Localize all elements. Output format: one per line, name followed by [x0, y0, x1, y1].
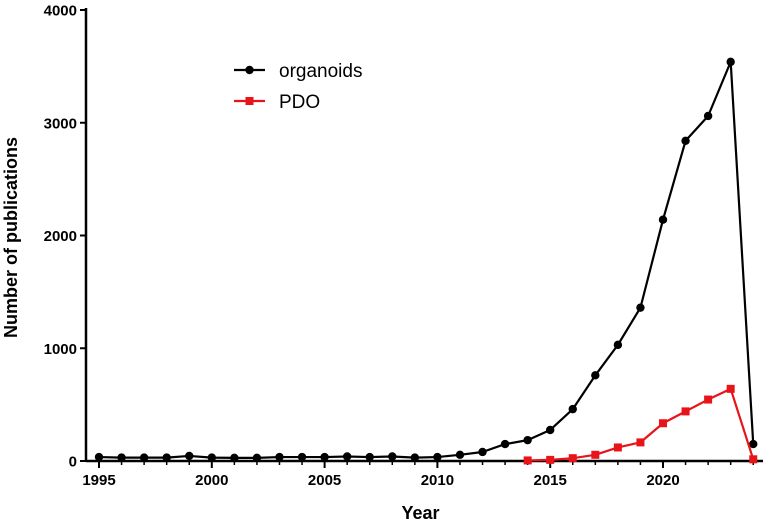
- y-tick-label-3000: 3000: [44, 115, 77, 132]
- point-pdo-2023: [726, 384, 735, 393]
- point-organoids-1999: [185, 451, 194, 461]
- x-tick-label-2020: 2020: [646, 472, 679, 489]
- x-tick-label-2015: 2015: [534, 472, 567, 489]
- point-organoids-2012: [478, 447, 487, 457]
- series-line-pdo: [527, 387, 755, 462]
- point-pdo-2019: [636, 438, 645, 447]
- point-organoids-2006: [342, 452, 352, 461]
- point-organoids-2000: [207, 453, 216, 462]
- point-organoids-2008: [388, 452, 397, 461]
- point-organoids-2023: [726, 57, 735, 67]
- point-organoids-2018: [613, 340, 623, 350]
- x-tick-label-2005: 2005: [308, 472, 341, 489]
- y-tick-label-0: 0: [69, 454, 77, 471]
- x-axis-title: Year: [401, 503, 439, 523]
- point-organoids-2001: [230, 453, 239, 463]
- legend-label-organoids: organoids: [279, 61, 362, 82]
- point-pdo-2022: [704, 395, 713, 404]
- point-organoids-2007: [365, 452, 374, 462]
- legend-item-pdo: PDO: [234, 92, 320, 113]
- point-pdo-2014: [523, 456, 532, 465]
- legend-item-organoids: organoids: [234, 61, 362, 82]
- point-organoids-2016: [568, 404, 577, 414]
- point-pdo-2021: [681, 407, 690, 416]
- point-organoids-2014: [523, 435, 532, 445]
- point-organoids-2005: [320, 452, 329, 462]
- y-tick-label-4000: 4000: [44, 3, 77, 20]
- point-organoids-2020: [658, 215, 668, 224]
- legend-marker-pdo: [245, 97, 254, 105]
- point-organoids-1998: [162, 453, 171, 462]
- point-organoids-2010: [433, 452, 442, 462]
- point-organoids-2004: [297, 452, 307, 462]
- y-axis-title: Number of publications: [1, 137, 21, 338]
- series-line-organoids: [98, 60, 755, 459]
- point-organoids-2013: [500, 439, 510, 449]
- point-organoids-2017: [591, 371, 600, 380]
- point-organoids-2002: [252, 453, 262, 463]
- point-organoids-1996: [117, 453, 126, 462]
- point-pdo-2020: [659, 419, 667, 428]
- x-tick-label-1995: 1995: [82, 472, 115, 489]
- series-pdo: [523, 384, 758, 465]
- point-organoids-2019: [636, 303, 645, 312]
- point-organoids-1997: [139, 453, 149, 462]
- point-pdo-2017: [591, 450, 600, 459]
- series-layer: [94, 57, 758, 465]
- legend-marker-organoids: [245, 65, 254, 75]
- x-tick-label-2010: 2010: [421, 472, 454, 489]
- y-tick-label-2000: 2000: [44, 228, 77, 245]
- point-pdo-2024: [749, 455, 758, 464]
- point-organoids-2009: [410, 453, 420, 462]
- legend-label-pdo: PDO: [279, 92, 320, 113]
- axes: 0 1000 2000 3000 4000 1995 2000 2005 2010 2015 202…: [44, 3, 763, 489]
- point-pdo-2016: [568, 454, 577, 463]
- point-organoids-1995: [94, 452, 104, 462]
- point-organoids-2015: [546, 425, 555, 435]
- point-organoids-2021: [681, 136, 690, 145]
- series-organoids: [94, 57, 758, 463]
- legend: organoids PDO: [234, 61, 362, 113]
- point-organoids-2011: [455, 450, 465, 459]
- point-organoids-2024: [749, 439, 758, 449]
- point-pdo-2018: [613, 443, 622, 452]
- y-tick-label-1000: 1000: [44, 341, 77, 358]
- point-organoids-2022: [703, 111, 713, 121]
- point-pdo-2015: [546, 455, 555, 464]
- x-tick-label-2000: 2000: [195, 472, 228, 489]
- point-organoids-2003: [275, 452, 284, 462]
